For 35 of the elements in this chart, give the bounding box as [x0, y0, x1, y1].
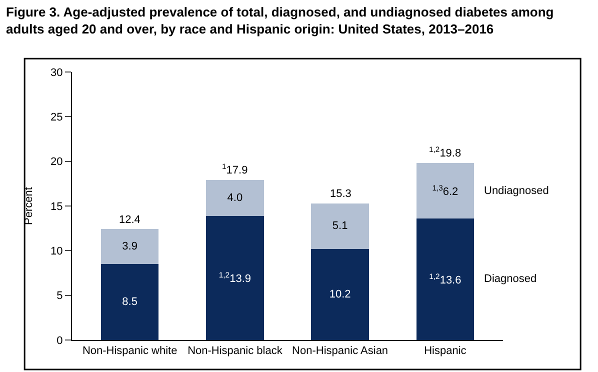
chart-title: Figure 3. Age-adjusted prevalence of total, diagnosed, and undiagnosed diabetes among adults aged 20 and over, by race and Hispanic origin: United States, 2013–2016 [6, 4, 554, 37]
bar [100, 229, 159, 264]
y-tick-label: 20 [50, 156, 63, 168]
y-tick-label: 0 [56, 334, 63, 347]
bar [100, 264, 159, 340]
bar [206, 216, 264, 340]
x-tick-label: Non-Hispanic Asian [292, 345, 388, 358]
series-label: Diagnosed [484, 273, 537, 285]
bar [416, 163, 474, 219]
data-label: 5.1 [332, 220, 348, 232]
data-label: 10.2 [329, 288, 351, 300]
data-label: $^{1,3}$6.2 [432, 184, 458, 198]
data-label: 8.5 [122, 296, 138, 308]
y-tick-label: 25 [50, 112, 63, 124]
data-label: 4.0 [227, 192, 243, 204]
series-label: Undiagnosed [484, 185, 549, 197]
total-label: $^{1,2}$19.8 [429, 145, 462, 160]
x-tick-label: Hispanic [424, 345, 467, 358]
total-label: 12.4 [119, 214, 140, 226]
data-label: $^{1,2}$13.9 [218, 270, 251, 286]
bar [206, 180, 264, 216]
y-tick-label: 5 [56, 290, 63, 302]
total-label: 15.3 [330, 188, 352, 200]
y-tick-label: 10 [50, 246, 63, 258]
bar [416, 218, 474, 340]
total-label: $^{1}$17.9 [222, 162, 248, 177]
x-tick-label: Non-Hispanic black [188, 345, 283, 358]
y-axis-title: Percent [23, 187, 36, 225]
y-tick-label: 15 [50, 200, 63, 213]
bar [311, 248, 369, 340]
data-label: $^{1,2}$13.6 [429, 272, 462, 287]
data-label: 3.9 [122, 240, 138, 253]
y-tick-label: 30 [50, 66, 63, 79]
x-tick-label: Non-Hispanic white [82, 345, 178, 358]
bar [311, 203, 369, 249]
